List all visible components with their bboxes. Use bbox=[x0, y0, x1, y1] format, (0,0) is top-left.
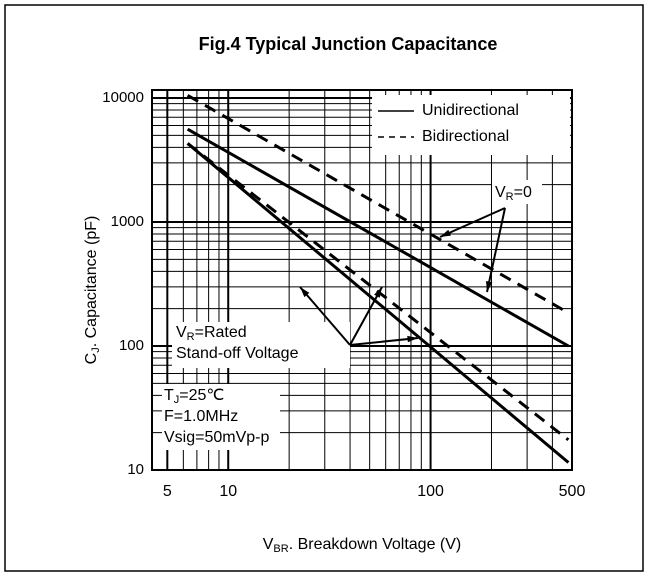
subscript: R bbox=[187, 331, 195, 343]
y-tick-label: 100 bbox=[119, 337, 144, 354]
annotation: TJ=25℃ bbox=[164, 387, 224, 406]
arrow-head bbox=[407, 335, 418, 343]
arrow-head bbox=[486, 281, 493, 292]
text-part: V bbox=[263, 536, 274, 553]
annotation: F=1.0MHz bbox=[164, 408, 238, 425]
x-tick-label: 5 bbox=[163, 483, 172, 500]
text-part: V bbox=[495, 184, 506, 201]
series-line bbox=[186, 94, 570, 315]
text-part: . Breakdown Voltage (V) bbox=[289, 536, 462, 553]
annotation-box bbox=[162, 384, 280, 450]
y-tick-label: 10 bbox=[127, 461, 144, 478]
annotation: VR=0 bbox=[495, 184, 532, 203]
series-line bbox=[186, 142, 570, 464]
text-part: =Rated bbox=[195, 324, 247, 341]
text-part: T bbox=[164, 387, 174, 404]
text-part: C bbox=[83, 353, 100, 365]
x-tick-label: 10 bbox=[219, 483, 237, 500]
annotation: VR=Rated bbox=[176, 324, 247, 343]
x-tick-label: 100 bbox=[417, 483, 444, 500]
arrow-line bbox=[439, 207, 506, 238]
text-part: =0 bbox=[514, 184, 532, 201]
text-part: Vsig=50mVp-p bbox=[164, 429, 269, 446]
arrow-head bbox=[374, 287, 382, 298]
annotation: Vsig=50mVp-p bbox=[164, 429, 269, 446]
y-axis-label: CJ. Capacitance (pF) bbox=[83, 216, 102, 365]
x-tick-label: 500 bbox=[559, 483, 586, 500]
text-part: . Capacitance (pF) bbox=[83, 216, 100, 348]
subscript: BR bbox=[273, 543, 288, 555]
plot-border bbox=[151, 89, 573, 471]
subscript: R bbox=[506, 191, 514, 203]
legend-label: Unidirectional bbox=[422, 102, 519, 119]
text-part: V bbox=[176, 324, 187, 341]
chart-title: Fig.4 Typical Junction Capacitance bbox=[199, 34, 498, 54]
arrow-head bbox=[300, 287, 310, 298]
annotation-box bbox=[172, 322, 350, 368]
arrow-line bbox=[349, 286, 383, 346]
y-tick-label: 1000 bbox=[111, 213, 144, 230]
arrow-line bbox=[486, 207, 506, 293]
arrow-line bbox=[349, 337, 419, 346]
subscript: J bbox=[90, 347, 102, 353]
legend-label: Bidirectional bbox=[422, 128, 509, 145]
legend-box bbox=[372, 95, 570, 155]
annotation-box bbox=[492, 180, 542, 204]
y-tick-label: 10000 bbox=[102, 89, 144, 106]
x-axis-label: VBR. Breakdown Voltage (V) bbox=[263, 536, 462, 555]
text-part: F=1.0MHz bbox=[164, 408, 238, 425]
text-part: =25℃ bbox=[179, 387, 224, 404]
arrow-line bbox=[299, 286, 351, 346]
annotation: Stand-off Voltage bbox=[176, 345, 299, 362]
subscript: J bbox=[174, 394, 180, 406]
arrow-head bbox=[440, 229, 451, 237]
series-line bbox=[186, 127, 570, 348]
text-part: Stand-off Voltage bbox=[176, 345, 299, 362]
